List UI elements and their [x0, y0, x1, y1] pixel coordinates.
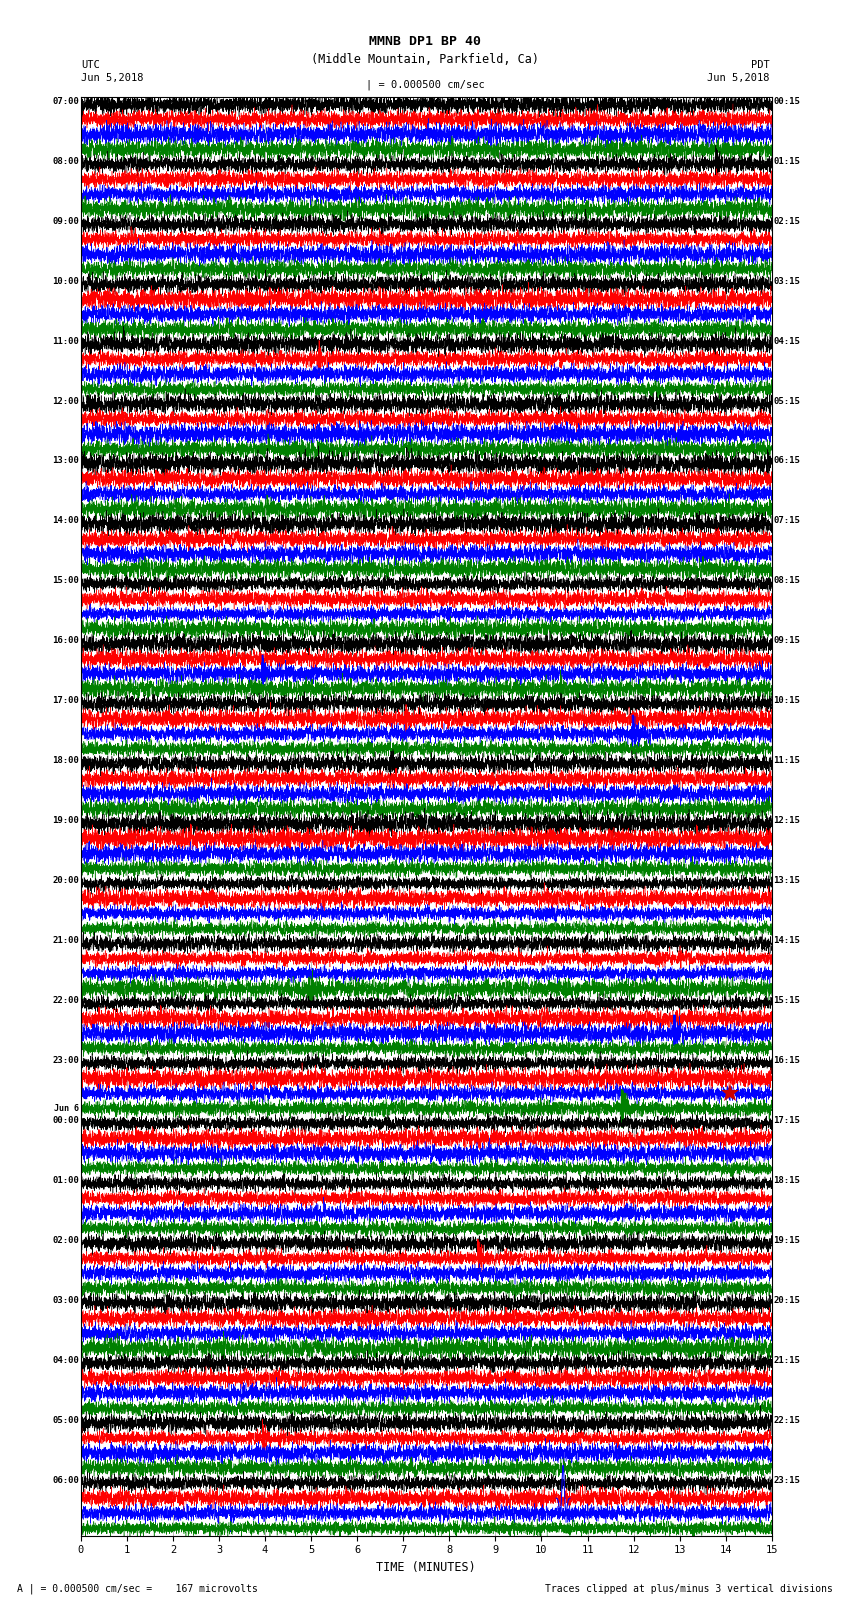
Text: 19:00: 19:00	[53, 816, 79, 826]
Text: 12:00: 12:00	[53, 397, 79, 405]
Text: 16:15: 16:15	[774, 1057, 800, 1065]
Text: 20:00: 20:00	[53, 876, 79, 886]
Text: 13:15: 13:15	[774, 876, 800, 886]
Text: 18:15: 18:15	[774, 1176, 800, 1186]
Text: 17:15: 17:15	[774, 1116, 800, 1124]
Text: 10:15: 10:15	[774, 697, 800, 705]
Text: MMNB DP1 BP 40: MMNB DP1 BP 40	[369, 35, 481, 48]
Text: 06:00: 06:00	[53, 1476, 79, 1484]
Text: 02:15: 02:15	[774, 216, 800, 226]
Text: PDT: PDT	[751, 60, 769, 69]
Text: Jun 5,2018: Jun 5,2018	[706, 73, 769, 82]
Text: 14:15: 14:15	[774, 936, 800, 945]
Text: | = 0.000500 cm/sec: | = 0.000500 cm/sec	[366, 79, 484, 90]
Text: Traces clipped at plus/minus 3 vertical divisions: Traces clipped at plus/minus 3 vertical …	[545, 1584, 833, 1594]
Text: 18:00: 18:00	[53, 756, 79, 765]
Text: 12:15: 12:15	[774, 816, 800, 826]
Text: 02:00: 02:00	[53, 1236, 79, 1245]
Text: 06:15: 06:15	[774, 456, 800, 466]
Text: (Middle Mountain, Parkfield, Ca): (Middle Mountain, Parkfield, Ca)	[311, 53, 539, 66]
Text: 01:00: 01:00	[53, 1176, 79, 1186]
Text: Jun 5,2018: Jun 5,2018	[81, 73, 144, 82]
Text: 23:15: 23:15	[774, 1476, 800, 1484]
Text: 15:00: 15:00	[53, 576, 79, 586]
Text: 00:15: 00:15	[774, 97, 800, 106]
Text: 07:15: 07:15	[774, 516, 800, 526]
Text: 08:15: 08:15	[774, 576, 800, 586]
Text: 19:15: 19:15	[774, 1236, 800, 1245]
Text: 11:15: 11:15	[774, 756, 800, 765]
Text: 05:15: 05:15	[774, 397, 800, 405]
Text: 10:00: 10:00	[53, 277, 79, 286]
Text: 15:15: 15:15	[774, 997, 800, 1005]
Text: 17:00: 17:00	[53, 697, 79, 705]
Text: 08:00: 08:00	[53, 156, 79, 166]
Text: A | = 0.000500 cm/sec =    167 microvolts: A | = 0.000500 cm/sec = 167 microvolts	[17, 1582, 258, 1594]
Text: 11:00: 11:00	[53, 337, 79, 345]
Text: 03:15: 03:15	[774, 277, 800, 286]
Text: 13:00: 13:00	[53, 456, 79, 466]
Text: 22:15: 22:15	[774, 1416, 800, 1424]
Text: 01:15: 01:15	[774, 156, 800, 166]
Text: 00:00: 00:00	[53, 1116, 79, 1124]
Text: 21:15: 21:15	[774, 1355, 800, 1365]
Text: 04:00: 04:00	[53, 1355, 79, 1365]
Text: 09:15: 09:15	[774, 636, 800, 645]
Text: Jun 6: Jun 6	[54, 1103, 79, 1113]
Text: 14:00: 14:00	[53, 516, 79, 526]
Text: 21:00: 21:00	[53, 936, 79, 945]
Text: 07:00: 07:00	[53, 97, 79, 106]
Text: UTC: UTC	[81, 60, 99, 69]
Text: 09:00: 09:00	[53, 216, 79, 226]
Text: 22:00: 22:00	[53, 997, 79, 1005]
Text: 03:00: 03:00	[53, 1295, 79, 1305]
Text: 20:15: 20:15	[774, 1295, 800, 1305]
Text: 05:00: 05:00	[53, 1416, 79, 1424]
X-axis label: TIME (MINUTES): TIME (MINUTES)	[377, 1561, 476, 1574]
Text: 16:00: 16:00	[53, 636, 79, 645]
Text: 23:00: 23:00	[53, 1057, 79, 1065]
Text: 04:15: 04:15	[774, 337, 800, 345]
